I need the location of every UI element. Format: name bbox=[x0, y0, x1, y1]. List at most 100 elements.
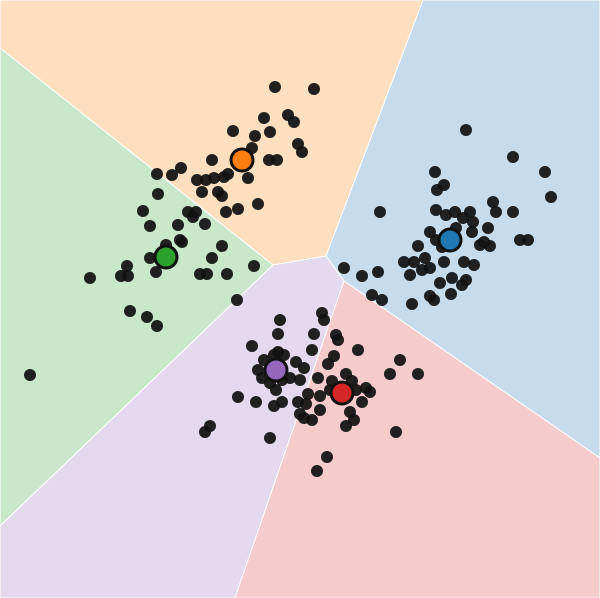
data-point-green-12 bbox=[216, 240, 228, 252]
data-point-blue-17 bbox=[482, 222, 494, 234]
data-point-green-5 bbox=[187, 211, 199, 223]
data-point-purple-27 bbox=[264, 432, 276, 444]
data-point-purple-12 bbox=[298, 362, 310, 374]
data-point-green-6 bbox=[199, 218, 211, 230]
data-point-red-9 bbox=[412, 368, 424, 380]
data-point-blue-40 bbox=[446, 272, 458, 284]
data-point-red-19 bbox=[314, 404, 326, 416]
data-point-purple-2 bbox=[274, 314, 286, 326]
data-point-blue-21 bbox=[412, 240, 424, 252]
data-point-blue-45 bbox=[406, 298, 418, 310]
data-point-red-18 bbox=[300, 398, 312, 410]
data-point-orange-26 bbox=[220, 206, 232, 218]
data-point-red-6 bbox=[312, 372, 324, 384]
data-point-purple-23 bbox=[276, 396, 288, 408]
data-point-blue-49 bbox=[338, 262, 350, 274]
data-point-blue-39 bbox=[434, 277, 446, 289]
data-point-red-8 bbox=[384, 368, 396, 380]
data-point-red-2 bbox=[352, 344, 364, 356]
data-point-orange-6 bbox=[249, 130, 261, 142]
centroid-blue bbox=[439, 229, 461, 251]
data-point-green-21 bbox=[201, 268, 213, 280]
data-point-blue-38 bbox=[416, 264, 428, 276]
data-point-red-14 bbox=[364, 386, 376, 398]
data-point-orange-7 bbox=[264, 126, 276, 138]
data-point-orange-9 bbox=[296, 146, 308, 158]
data-point-blue-3 bbox=[545, 191, 557, 203]
data-point-blue-2 bbox=[539, 166, 551, 178]
data-point-purple-7 bbox=[306, 344, 318, 356]
data-point-blue-44 bbox=[428, 294, 440, 306]
data-point-red-24 bbox=[306, 414, 318, 426]
data-point-blue-7 bbox=[374, 206, 386, 218]
centroid-purple bbox=[265, 359, 287, 381]
data-point-green-2 bbox=[137, 205, 149, 217]
data-point-purple-18 bbox=[294, 374, 306, 386]
data-point-blue-16 bbox=[507, 206, 519, 218]
data-point-blue-33 bbox=[478, 236, 490, 248]
data-point-purple-1 bbox=[318, 314, 330, 326]
data-point-blue-35 bbox=[522, 234, 534, 246]
data-point-green-23 bbox=[248, 260, 260, 272]
data-point-green-28 bbox=[24, 369, 36, 381]
data-point-purple-4 bbox=[308, 328, 320, 340]
data-point-orange-21 bbox=[242, 172, 254, 184]
data-point-blue-15 bbox=[490, 206, 502, 218]
data-point-orange-4 bbox=[288, 116, 300, 128]
data-point-green-7 bbox=[172, 219, 184, 231]
data-point-blue-0 bbox=[460, 124, 472, 136]
data-point-orange-0 bbox=[269, 81, 281, 93]
data-point-green-22 bbox=[221, 268, 233, 280]
data-point-red-28 bbox=[321, 451, 333, 463]
data-point-blue-42 bbox=[460, 274, 472, 286]
data-point-green-10 bbox=[176, 236, 188, 248]
data-point-blue-46 bbox=[445, 288, 457, 300]
centroid-red bbox=[331, 382, 353, 404]
data-point-orange-20 bbox=[222, 168, 234, 180]
data-point-red-1 bbox=[332, 334, 344, 346]
data-point-blue-37 bbox=[404, 269, 416, 281]
data-point-green-0 bbox=[151, 168, 163, 180]
data-point-red-29 bbox=[311, 465, 323, 477]
data-point-orange-22 bbox=[196, 186, 208, 198]
data-point-blue-51 bbox=[376, 294, 388, 306]
data-point-green-14 bbox=[206, 252, 218, 264]
data-point-purple-21 bbox=[250, 396, 262, 408]
data-point-green-25 bbox=[124, 305, 136, 317]
centroid-green bbox=[155, 246, 177, 268]
data-point-green-24 bbox=[231, 294, 243, 306]
data-point-green-18 bbox=[122, 270, 134, 282]
data-point-orange-1 bbox=[308, 83, 320, 95]
data-point-orange-13 bbox=[271, 154, 283, 166]
data-point-red-15 bbox=[302, 388, 314, 400]
data-point-red-16 bbox=[314, 390, 326, 402]
data-point-green-8 bbox=[144, 220, 156, 232]
data-point-blue-1 bbox=[507, 151, 519, 163]
data-point-blue-28 bbox=[438, 256, 450, 268]
data-point-purple-3 bbox=[272, 328, 284, 340]
data-point-green-26 bbox=[141, 311, 153, 323]
data-point-orange-2 bbox=[258, 112, 270, 124]
data-point-orange-11 bbox=[206, 154, 218, 166]
data-point-purple-20 bbox=[232, 391, 244, 403]
data-point-blue-47 bbox=[372, 266, 384, 278]
data-point-blue-18 bbox=[466, 226, 478, 238]
data-point-orange-25 bbox=[252, 198, 264, 210]
data-point-green-1 bbox=[152, 188, 164, 200]
data-point-purple-19 bbox=[270, 384, 282, 396]
data-point-orange-5 bbox=[227, 125, 239, 137]
data-point-orange-15 bbox=[166, 169, 178, 181]
data-point-blue-48 bbox=[356, 270, 368, 282]
data-point-purple-5 bbox=[246, 340, 258, 352]
data-point-orange-27 bbox=[232, 203, 244, 215]
data-point-red-3 bbox=[394, 354, 406, 366]
data-point-blue-4 bbox=[429, 166, 441, 178]
data-point-blue-6 bbox=[431, 184, 443, 196]
centroid-orange bbox=[231, 149, 253, 171]
data-point-red-20 bbox=[356, 396, 368, 408]
data-point-purple-26 bbox=[199, 426, 211, 438]
data-point-green-27 bbox=[151, 320, 163, 332]
data-point-green-19 bbox=[84, 272, 96, 284]
data-point-red-5 bbox=[322, 358, 334, 370]
